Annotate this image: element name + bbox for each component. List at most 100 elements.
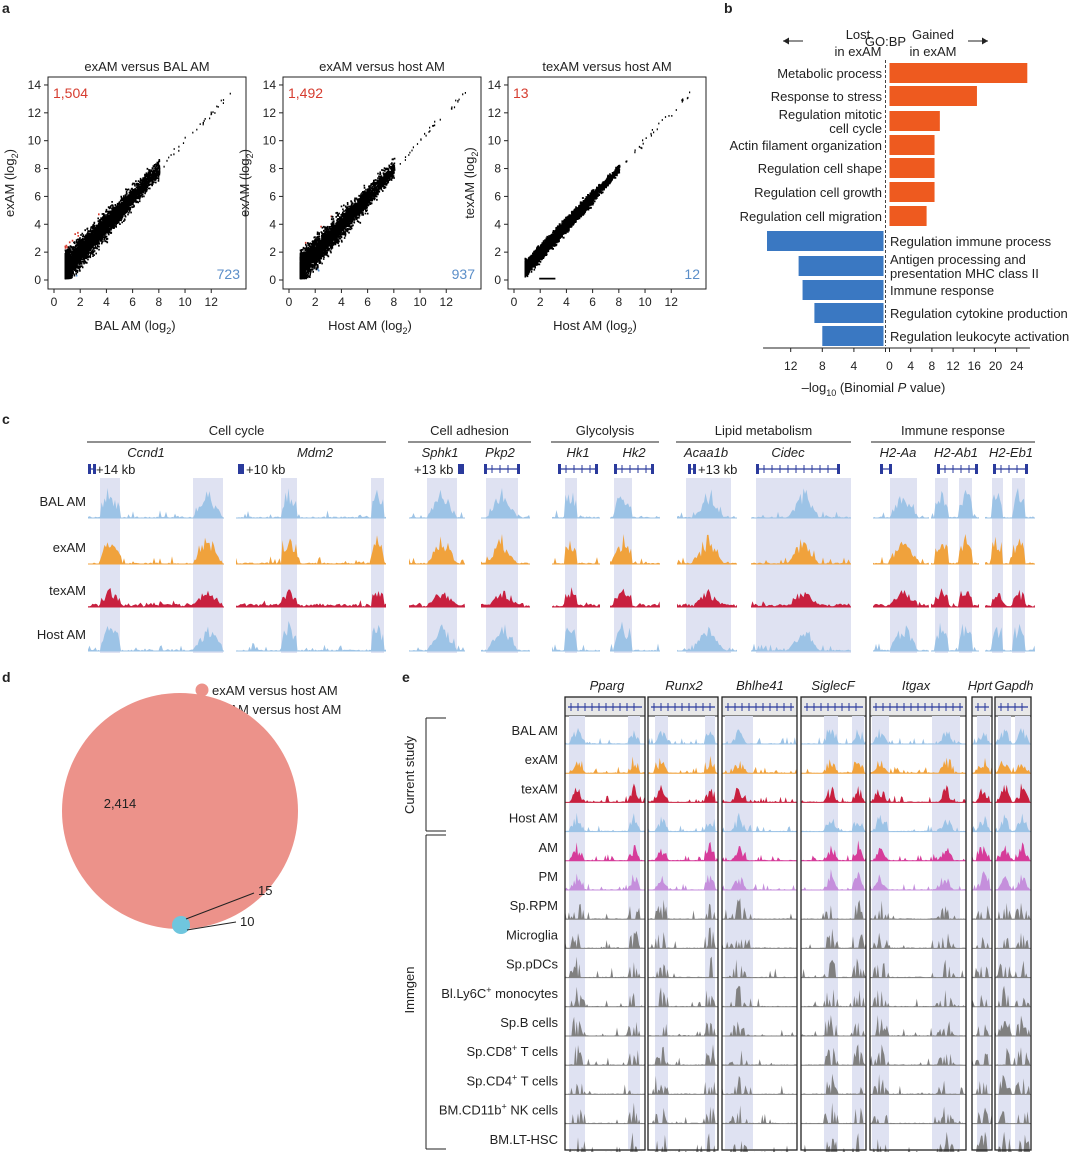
exon — [1025, 464, 1028, 474]
signal-track — [552, 587, 600, 607]
x-tick-label: 2 — [312, 295, 319, 309]
scatter-title: texAM versus host AM — [542, 59, 671, 74]
signal-track — [870, 932, 966, 949]
points — [299, 92, 466, 280]
paren: ) — [2, 149, 17, 153]
signal-track — [565, 956, 645, 978]
signal-track — [552, 492, 600, 518]
gene-column-frame — [721, 696, 798, 1151]
x-tick-label: 12 — [946, 359, 960, 373]
signal-track — [552, 627, 600, 651]
signal-track — [236, 488, 386, 518]
signal-track — [995, 1110, 1031, 1124]
go-term: Immune response — [890, 283, 994, 298]
signal-track — [648, 784, 718, 803]
gene-region: H2-Ab1 — [931, 445, 979, 653]
venn-count: 15 — [258, 883, 272, 898]
gene-name: Acaa1b — [683, 445, 728, 460]
track-label: BM.LT-HSC — [490, 1132, 558, 1147]
x-tick-label: 0 — [286, 295, 293, 309]
points — [64, 92, 231, 280]
y-tick-label: 4 — [269, 217, 276, 231]
track-label: Sp.CD8+ T cells — [467, 1043, 559, 1059]
signal-track — [995, 1047, 1031, 1066]
signal-track — [648, 1022, 718, 1036]
signal-track — [985, 536, 1035, 564]
go-term: Response to stress — [771, 89, 883, 104]
signal-track — [677, 489, 737, 518]
signal-track — [870, 874, 966, 890]
up-count: 13 — [513, 85, 529, 101]
signal-track — [972, 846, 992, 861]
gene-name: SiglecF — [811, 678, 855, 693]
exon — [238, 464, 241, 474]
highlight — [935, 478, 948, 653]
x-tick-label: 10 — [178, 295, 192, 309]
track-label: BAL AM — [512, 723, 558, 738]
subscript: 2 — [245, 153, 255, 158]
lost-bar — [802, 280, 884, 300]
go-term: Regulation immune process — [890, 234, 1052, 249]
signal-track — [722, 760, 797, 774]
track-label: exAM — [525, 752, 558, 767]
superscript: + — [512, 1072, 517, 1082]
exon — [88, 464, 91, 474]
signal-track — [801, 1073, 866, 1095]
venn-count: 10 — [240, 914, 254, 929]
track-label: Bl.Ly6C+ monocytes — [441, 985, 558, 1001]
signal-track — [648, 730, 718, 744]
signal-track — [931, 622, 979, 651]
lost-bar — [767, 231, 884, 251]
signal-track — [870, 785, 966, 803]
go-term: Regulation cell growth — [754, 185, 882, 200]
gene-region: Hk1 — [552, 445, 600, 653]
signal-track — [481, 534, 530, 564]
exon — [241, 464, 244, 474]
signal-track — [801, 869, 866, 890]
exon — [517, 464, 520, 474]
signal-track — [722, 1105, 797, 1124]
gene-column — [721, 696, 798, 1152]
gene-region: Mdm2 — [236, 445, 386, 653]
signal-track — [973, 1131, 991, 1152]
track-label: AM — [539, 840, 559, 855]
gene-region: Cidec — [751, 445, 851, 653]
signal-track — [972, 757, 992, 774]
legend-swatch — [195, 683, 209, 697]
signal-track — [88, 537, 224, 564]
signal-track — [995, 1074, 1031, 1095]
signal-track — [565, 904, 645, 920]
signal-track — [972, 1107, 992, 1124]
gained-bar — [889, 86, 977, 106]
signal-track — [648, 816, 718, 832]
exon — [688, 464, 691, 474]
signal-track — [565, 986, 645, 1007]
signal-track — [870, 900, 966, 920]
go-term: Metabolic process — [777, 66, 882, 81]
y-axis-label: exAM (log2) — [237, 149, 255, 217]
gene-region: Hk2 — [610, 445, 660, 653]
signal-track — [610, 534, 660, 564]
signal-track — [972, 1024, 992, 1036]
signal-track — [751, 591, 851, 607]
exon — [889, 464, 892, 474]
subscript: 2 — [166, 326, 171, 336]
gained-bar — [889, 111, 940, 131]
signal-track — [565, 783, 645, 803]
track-label: Sp.pDCs — [506, 957, 559, 972]
lost-label: in exAM — [835, 44, 882, 59]
x-tick-label: 8 — [390, 295, 397, 309]
signal-track — [565, 727, 645, 744]
y-tick-label: 14 — [488, 78, 502, 92]
signal-track — [972, 732, 992, 744]
gained-bar — [889, 158, 935, 178]
y-tick-label: 12 — [488, 106, 502, 120]
signal-track — [995, 1015, 1031, 1036]
gene-column — [994, 696, 1032, 1152]
highlight — [628, 716, 640, 1149]
signal-track — [972, 1081, 992, 1095]
highlight — [932, 716, 960, 1149]
distance-label: +10 kb — [246, 462, 285, 477]
x-axis-label: Host AM (log2) — [328, 318, 412, 336]
paren: ) — [633, 318, 637, 333]
